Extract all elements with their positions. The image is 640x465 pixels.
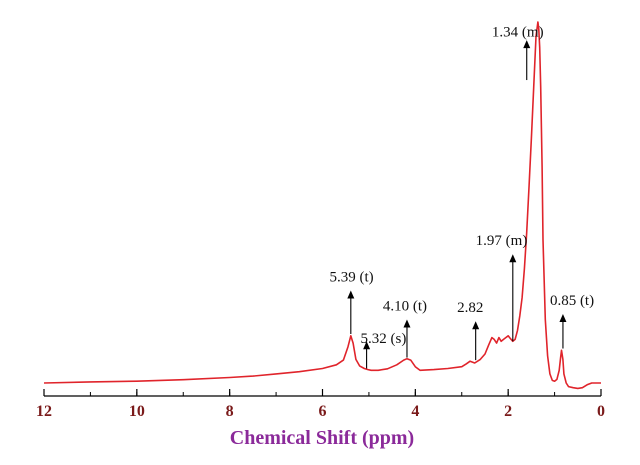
x-tick-label: 6 [319, 403, 327, 420]
x-axis: 12 10 8 6 4 2 0 [36, 389, 605, 420]
annotation-arrowhead [472, 321, 480, 330]
x-tick-label: 0 [597, 403, 605, 420]
annotation-arrowhead [523, 40, 531, 49]
peak-annotation: 5.32 (s) [361, 331, 407, 347]
x-tick-label: 10 [129, 403, 145, 420]
annotation-arrowhead [403, 319, 411, 328]
peak-annotation: 4.10 (t) [383, 298, 427, 314]
x-tick-label: 4 [411, 403, 419, 420]
x-tick-label: 8 [226, 403, 234, 420]
annotations: 1.34 (m) 1.97 (m) 5.39 (t) 5.32 (s) 4.10 (t)… [329, 25, 594, 369]
peak-annotation: 2.82 [457, 300, 483, 316]
x-axis-label: Chemical Shift (ppm) [230, 427, 414, 449]
annotation-arrowhead [559, 314, 567, 323]
x-tick-label: 2 [504, 403, 512, 420]
annotation-arrowhead [363, 341, 371, 350]
annotation-arrowhead [509, 254, 517, 263]
peak-annotation: 1.97 (m) [476, 233, 528, 249]
peak-annotation: 0.85 (t) [550, 293, 594, 309]
peak-annotation: 5.39 (t) [329, 269, 373, 285]
x-tick-label: 12 [36, 403, 52, 420]
annotation-arrowhead [347, 290, 355, 299]
peak-annotation: 1.34 (m) [492, 25, 544, 41]
plot-area [43, 21, 601, 390]
spectrum-line [43, 21, 601, 390]
